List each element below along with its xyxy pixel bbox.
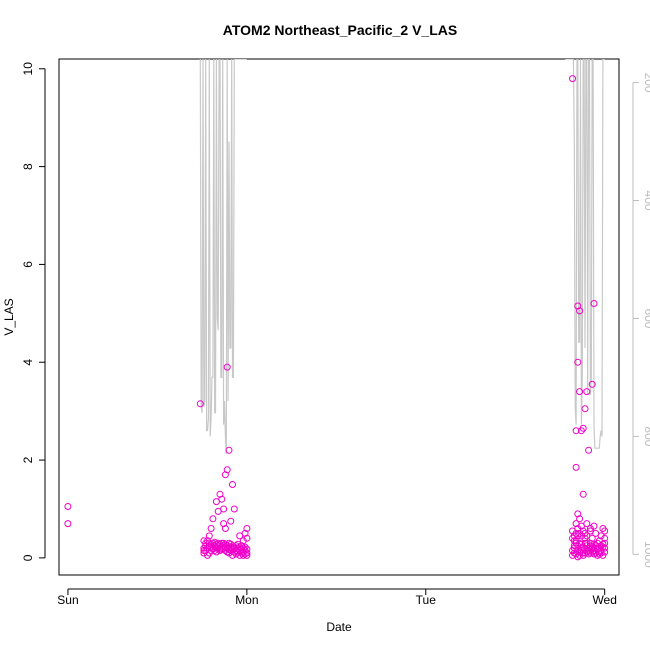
data-point: [227, 517, 235, 525]
y2-tick-label: 800: [642, 426, 650, 446]
data-point: [223, 466, 231, 474]
x-tick-label: Sun: [57, 593, 78, 607]
data-point: [601, 548, 609, 556]
data-point: [229, 481, 236, 488]
data-point: [218, 495, 226, 503]
data-point: [220, 505, 228, 513]
y2-tick-label: 1000: [642, 541, 650, 568]
data-point: [221, 525, 229, 532]
data-point: [583, 548, 591, 556]
data-point: [579, 490, 587, 498]
data-point: [581, 405, 589, 413]
data-point: [229, 551, 236, 559]
data-point: [597, 532, 605, 540]
y2-tick-label: 200: [642, 73, 650, 93]
data-point: [569, 75, 576, 83]
data-point: [574, 302, 582, 310]
chart-title: ATOM2 Northeast_Pacific_2 V_LAS: [223, 22, 457, 38]
y2-tick-label: 400: [642, 191, 650, 211]
data-point: [601, 544, 609, 552]
depth-line: [199, 59, 605, 455]
data-point: [576, 388, 584, 396]
y-tick-label: 0: [21, 554, 35, 561]
data-point: [223, 363, 231, 371]
data-point: [243, 549, 251, 557]
y-tick-label: 10: [21, 62, 35, 76]
data-point: [579, 424, 587, 432]
data-point: [200, 537, 208, 545]
data-point: [590, 300, 598, 307]
x-tick-label: Mon: [235, 593, 258, 607]
data-point: [196, 400, 204, 408]
data-point: [597, 547, 605, 554]
data-point: [230, 505, 238, 513]
data-point: [570, 537, 578, 545]
axes-layer: Sun Mon Tue Wed 0 2 4 6 8 10 200 400 600 800 1000: [21, 62, 650, 607]
data-point: [241, 529, 249, 537]
data-point: [572, 463, 580, 471]
data-point: [572, 427, 580, 435]
data-point: [207, 525, 215, 532]
data-point: [574, 510, 582, 518]
data-point: [590, 522, 598, 530]
data-point: [216, 490, 224, 498]
data-point: [583, 520, 591, 528]
data-point: [586, 525, 594, 532]
data-point: [216, 547, 224, 554]
x-tick-label: Wed: [592, 593, 616, 607]
y-axis-label: V_LAS: [2, 298, 16, 335]
y-tick-label: 4: [21, 359, 35, 366]
data-point: [585, 446, 593, 454]
data-point: [221, 540, 229, 548]
data-point: [221, 471, 229, 479]
x-axis-label: Date: [326, 620, 352, 634]
data-point: [220, 520, 228, 528]
data-point: [583, 388, 591, 396]
data-point: [64, 520, 72, 528]
data-point: [588, 380, 596, 388]
data-point: [243, 525, 251, 532]
y-tick-label: 8: [21, 163, 35, 170]
data-point: [576, 307, 584, 315]
data-point: [576, 515, 584, 523]
data-point: [588, 534, 596, 542]
data-point: [588, 548, 596, 556]
data-point: [601, 527, 609, 535]
y-tick-label: 6: [21, 261, 35, 268]
x-tick-label: Tue: [416, 593, 437, 607]
data-point: [209, 515, 217, 523]
data-point: [599, 551, 607, 559]
y-tick-label: 2: [21, 456, 35, 463]
data-point: [225, 446, 233, 454]
data-point: [243, 551, 251, 559]
data-point: [243, 534, 251, 542]
data-point: [574, 358, 582, 366]
data-point: [601, 534, 609, 542]
depth-line-layer: [199, 59, 605, 455]
points-layer: [64, 75, 609, 561]
data-point: [205, 532, 213, 540]
data-point: [239, 551, 247, 559]
y2-tick-label: 600: [642, 308, 650, 328]
plot-frame: [58, 58, 620, 576]
data-point: [64, 503, 72, 510]
